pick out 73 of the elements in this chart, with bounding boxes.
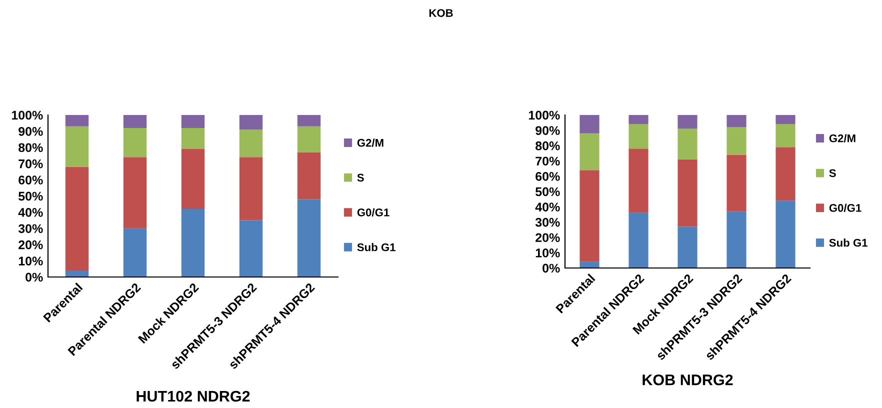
legend-label: S xyxy=(357,174,364,182)
y-tick-label: 0% xyxy=(26,272,43,282)
bar xyxy=(678,115,698,129)
bar xyxy=(628,212,648,268)
bar xyxy=(297,152,321,200)
bar xyxy=(776,124,796,148)
y-tick-label: 50% xyxy=(18,192,43,201)
bar xyxy=(181,149,205,209)
bar xyxy=(297,199,321,277)
legend-label: G0/G1 xyxy=(829,204,862,212)
legend-label: G0/G1 xyxy=(357,208,390,216)
bar xyxy=(239,115,263,130)
y-tick-label: 100% xyxy=(12,110,43,120)
bar xyxy=(65,115,89,126)
y-tick-label: 90% xyxy=(18,127,43,136)
y-tick-label: 30% xyxy=(18,224,43,234)
bar xyxy=(123,115,147,128)
legend-label: Sub G1 xyxy=(829,238,868,247)
bar xyxy=(580,133,600,170)
bar xyxy=(123,228,147,277)
y-tick-label: 60% xyxy=(536,172,560,181)
bar xyxy=(726,115,746,128)
bar xyxy=(776,147,796,201)
y-tick-label: 80% xyxy=(536,141,560,150)
y-tick-label: 100% xyxy=(528,110,560,120)
bar xyxy=(628,115,648,124)
bar xyxy=(181,128,205,150)
bar xyxy=(65,166,89,271)
bar xyxy=(65,270,89,277)
bar xyxy=(580,262,600,268)
bar xyxy=(65,126,89,167)
bar xyxy=(678,128,698,160)
bar xyxy=(123,157,147,228)
legend-label: S xyxy=(829,169,836,178)
bar xyxy=(628,148,648,213)
bar xyxy=(776,200,796,268)
y-tick-label: 10% xyxy=(18,256,43,266)
bar xyxy=(580,115,600,134)
y-tick-label: 20% xyxy=(536,233,560,242)
y-tick-label: 90% xyxy=(536,126,560,135)
bar xyxy=(678,159,698,227)
bar xyxy=(297,126,321,152)
bar xyxy=(776,115,796,124)
y-tick-label: 20% xyxy=(18,240,43,250)
y-tick-label: 0% xyxy=(542,264,560,273)
bar xyxy=(297,115,321,126)
y-tick-label: 30% xyxy=(535,218,560,227)
bar xyxy=(181,208,205,277)
legend-label: G2/M xyxy=(829,134,856,142)
text: KOB NDRG2 xyxy=(642,374,733,386)
y-tick-label: 50% xyxy=(536,187,560,196)
bar xyxy=(181,115,205,128)
bar xyxy=(239,157,263,220)
y-tick-label: 70% xyxy=(18,159,43,168)
y-tick-label: 80% xyxy=(18,143,43,152)
legend-label: Sub G1 xyxy=(357,243,396,252)
y-tick-label: 40% xyxy=(18,208,43,217)
y-tick-label: 60% xyxy=(18,176,43,184)
text: HUT102 NDRG2 xyxy=(136,390,250,402)
bar xyxy=(580,170,600,262)
bar xyxy=(726,127,746,155)
bar xyxy=(678,226,698,268)
bar xyxy=(123,128,147,158)
bar xyxy=(726,211,746,268)
bar xyxy=(726,154,746,212)
bar xyxy=(239,130,263,158)
legend-label: G2/M xyxy=(357,138,384,147)
y-tick-label: 70% xyxy=(536,156,560,166)
y-tick-label: 10% xyxy=(536,248,560,258)
bar xyxy=(239,220,263,277)
bar xyxy=(628,124,648,149)
text: KOB xyxy=(429,9,453,17)
y-tick-label: 40% xyxy=(535,202,560,212)
